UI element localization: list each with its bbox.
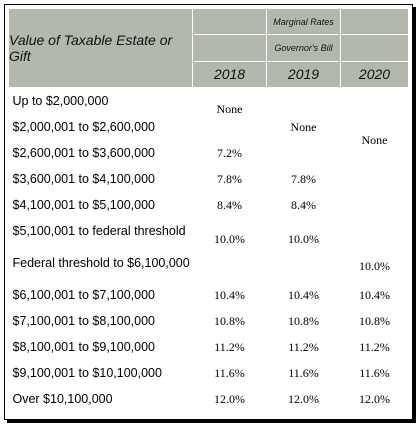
bracket-label: $8,100,001 to $9,100,000 — [12, 340, 156, 354]
table-row: $6,100,001 to $7,100,000 10.4% 10.4% 10.… — [9, 282, 409, 308]
rate-2018: 11.6% — [214, 365, 245, 380]
rate-2020: 12.0% — [359, 391, 390, 406]
bracket-label: $5,100,001 to federal threshold — [12, 224, 186, 238]
rate-2020-none: None — [361, 132, 388, 147]
rate-2018-ten: 10.0% — [214, 232, 245, 246]
governors-bill-header: Governor's Bill — [266, 34, 341, 62]
table-row: $3,600,001 to $4,100,000 7.8% 7.8% — [9, 166, 409, 192]
rate-2019: 10.8% — [288, 313, 319, 328]
bracket-label: $7,100,001 to $8,100,000 — [12, 314, 156, 328]
value-column-header: Value of Taxable Estate or Gift — [8, 8, 193, 88]
bracket-label: Up to $2,000,000 — [12, 94, 109, 108]
rate-2020: 10.4% — [359, 287, 390, 302]
rate-2018: 10.4% — [214, 287, 245, 302]
rate-2020-ten: 10.0% — [359, 259, 390, 273]
table-row: $4,100,001 to $5,100,000 8.4% 8.4% — [9, 192, 409, 218]
rates-table: Value of Taxable Estate or Gift Marginal… — [8, 7, 409, 412]
rate-2019: 8.4% — [291, 197, 316, 212]
table-row: $8,100,001 to $9,100,000 11.2% 11.2% 11.… — [9, 334, 409, 360]
rate-2020: 11.6% — [359, 365, 390, 380]
blank-header-2020 — [340, 7, 409, 36]
rate-2019: 11.6% — [288, 365, 319, 380]
table-row: Up to $2,000,000 None None None — [9, 88, 409, 147]
rate-2019: 10.4% — [288, 287, 319, 302]
blank-subheader-2018 — [192, 34, 267, 62]
table-row: $2,600,001 to $3,600,000 7.2% — [9, 140, 409, 166]
rate-2020: 11.2% — [359, 339, 390, 354]
table-row: $5,100,001 to federal threshold 10.0% 10… — [9, 218, 409, 273]
table-row: $9,100,001 to $10,100,000 11.6% 11.6% 11… — [9, 360, 409, 386]
rate-2018: 7.8% — [217, 171, 242, 186]
table-row: Federal threshold to $6,100,000 — [9, 244, 409, 282]
blank-header-2018 — [192, 7, 267, 36]
table-row: $7,100,001 to $8,100,000 10.8% 10.8% 10.… — [9, 308, 409, 334]
rate-2018: 7.2% — [217, 145, 242, 160]
bracket-label: $2,600,001 to $3,600,000 — [12, 146, 156, 160]
rate-2019-ten: 10.0% — [288, 232, 319, 246]
rate-2019: 7.8% — [291, 171, 316, 186]
rate-2018: 8.4% — [217, 197, 242, 212]
blank-subheader-2020 — [340, 34, 409, 62]
marginal-rates-header: Marginal Rates — [266, 7, 341, 36]
rate-2018: 10.8% — [214, 313, 245, 328]
bracket-label: $9,100,001 to $10,100,000 — [12, 366, 162, 380]
bracket-label: $2,000,001 to $2,600,000 — [12, 120, 156, 134]
bracket-label: $6,100,001 to $7,100,000 — [12, 288, 156, 302]
year-header-2020: 2020 — [340, 60, 409, 89]
rate-2019: 12.0% — [288, 391, 319, 406]
rates-table-frame: Value of Taxable Estate or Gift Marginal… — [4, 4, 413, 420]
bracket-label: Federal threshold to $6,100,000 — [12, 256, 190, 270]
bracket-label: $3,600,001 to $4,100,000 — [12, 172, 156, 186]
year-header-2019: 2019 — [266, 60, 341, 89]
year-header-2018: 2018 — [192, 60, 267, 89]
rate-2018: 11.2% — [214, 339, 245, 354]
table-row: Over $10,100,000 12.0% 12.0% 12.0% — [9, 386, 409, 412]
rate-2018: 12.0% — [214, 391, 245, 406]
bracket-label: $4,100,001 to $5,100,000 — [12, 198, 156, 212]
rate-2019: 11.2% — [288, 339, 319, 354]
rate-2019-none: None — [290, 119, 317, 134]
rate-2018-none: None — [216, 102, 243, 116]
rate-2020: 10.8% — [359, 313, 390, 328]
bracket-label: Over $10,100,000 — [12, 392, 113, 406]
table-row: $2,000,001 to $2,600,000 — [9, 114, 409, 140]
